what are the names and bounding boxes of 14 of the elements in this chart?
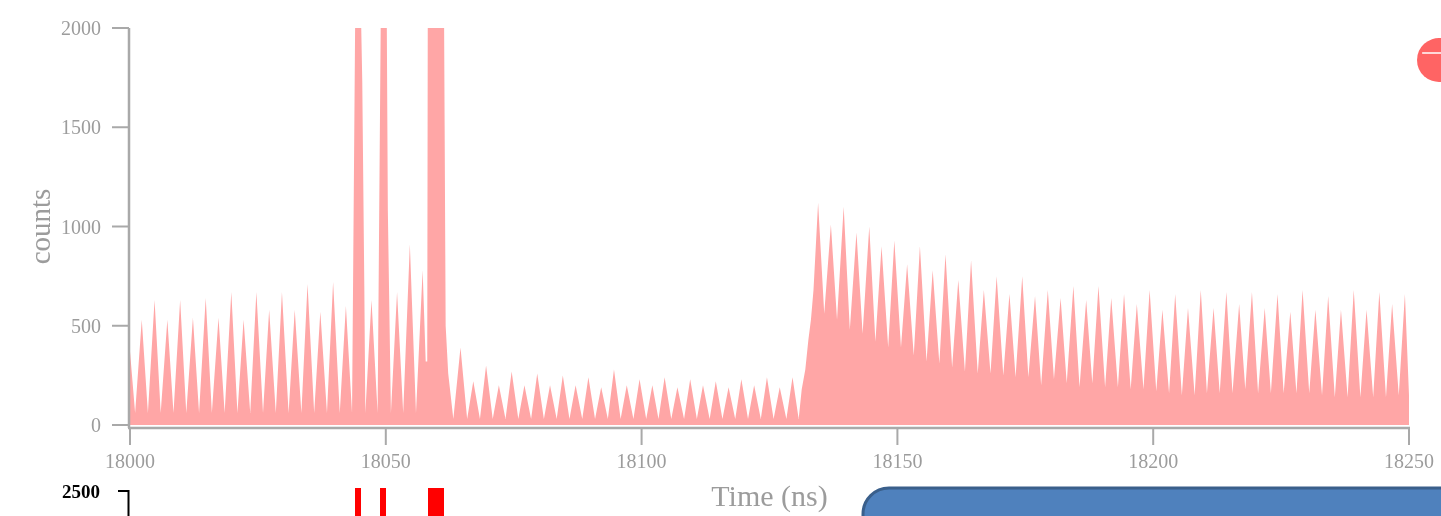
y-tick-label: 500 — [71, 314, 101, 337]
y-tick-label: 1000 — [61, 215, 101, 238]
x-axis-title: Time (ns) — [711, 479, 828, 513]
y-tick-label: 1500 — [61, 116, 101, 139]
x-tick-label: 18150 — [872, 450, 923, 472]
x-tick-label: 18050 — [360, 450, 411, 472]
x-tick-label: 18200 — [1128, 450, 1179, 472]
y-axis-title: counts — [24, 188, 56, 265]
y-tick-label: 2000 — [61, 17, 101, 39]
x-tick-label: 18250 — [1384, 450, 1434, 472]
x-tick-label: 18100 — [616, 450, 667, 472]
x-tick-label: 18000 — [105, 450, 155, 472]
y-tick-label: 0 — [91, 414, 101, 436]
text: 2500 — [62, 480, 100, 502]
